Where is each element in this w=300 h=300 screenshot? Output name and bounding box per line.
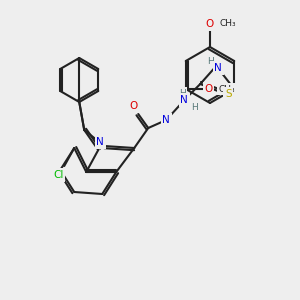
Text: S: S [225,89,232,99]
Text: H: H [207,58,214,67]
Text: N: N [96,137,104,147]
Text: O: O [129,101,137,111]
Text: N: N [180,95,188,105]
Text: N: N [214,63,222,73]
Text: CH₃: CH₃ [220,20,237,28]
Text: CH₃: CH₃ [219,85,236,94]
Text: H: H [191,103,198,112]
Text: Cl: Cl [53,170,63,180]
Text: H: H [179,88,186,98]
Text: O: O [206,19,214,29]
Text: N: N [162,115,170,125]
Text: O: O [205,84,213,94]
